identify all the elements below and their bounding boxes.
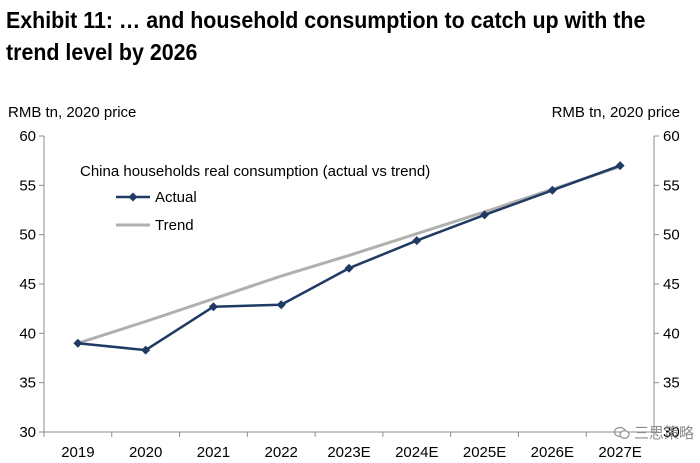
x-tick-label: 2026E [531, 444, 574, 461]
data-point-actual [480, 210, 490, 220]
y-tick-label-left: 30 [19, 424, 36, 441]
y-tick-label-right: 30 [663, 424, 680, 441]
x-tick-label: 2022 [265, 444, 298, 461]
y-tick-label-right: 55 [663, 177, 680, 194]
page-title: Exhibit 11: … and household consumption … [6, 7, 646, 65]
x-tick-label: 2025E [463, 444, 506, 461]
data-point-actual [141, 345, 151, 355]
legend-marker-actual [128, 192, 138, 202]
y-tick-label-left: 60 [19, 128, 36, 145]
legend-label-actual: Actual [155, 189, 197, 206]
legend-layer: China households real consumption (actua… [80, 163, 430, 234]
y-tick-label-right: 40 [663, 325, 680, 342]
watermark-text: 三思策略 [633, 424, 694, 442]
y-tick-label-right: 45 [663, 276, 680, 293]
y-tick-label-left: 45 [19, 276, 36, 293]
y-tick-label-left: 40 [19, 325, 36, 342]
wechat-icon [613, 426, 630, 439]
axes-layer: 30 30 35 35 40 40 45 45 50 50 55 55 60 60 2019 2020 2021… [19, 128, 679, 461]
x-tick-label: 2023E [327, 444, 370, 461]
legend-label-trend: Trend [155, 217, 194, 234]
series-layer [73, 161, 625, 355]
left-axis-unit: RMB tn, 2020 price [8, 104, 137, 121]
x-tick-label: 2024E [395, 444, 438, 461]
data-point-actual [412, 236, 422, 246]
y-tick-label-left: 50 [19, 227, 36, 244]
x-tick-label: 2027E [598, 444, 641, 461]
data-point-actual [276, 300, 286, 310]
x-tick-label: 2021 [197, 444, 230, 461]
x-tick-label: 2019 [61, 444, 94, 461]
y-tick-label-right: 35 [663, 375, 680, 392]
legend-title: China households real consumption (actua… [80, 163, 430, 180]
right-axis-unit: RMB tn, 2020 price [551, 104, 680, 121]
data-point-actual [615, 161, 625, 171]
data-point-actual [344, 263, 354, 273]
watermark: 三思策略 [613, 422, 694, 443]
y-tick-label-right: 60 [663, 128, 680, 145]
x-tick-label: 2020 [129, 444, 162, 461]
data-point-actual [73, 338, 83, 348]
data-point-actual [547, 185, 557, 195]
y-tick-label-left: 55 [19, 177, 36, 194]
series-line-trend [77, 165, 621, 345]
y-tick-label-right: 50 [663, 227, 680, 244]
y-tick-label-left: 35 [19, 375, 36, 392]
data-point-actual [208, 302, 218, 312]
